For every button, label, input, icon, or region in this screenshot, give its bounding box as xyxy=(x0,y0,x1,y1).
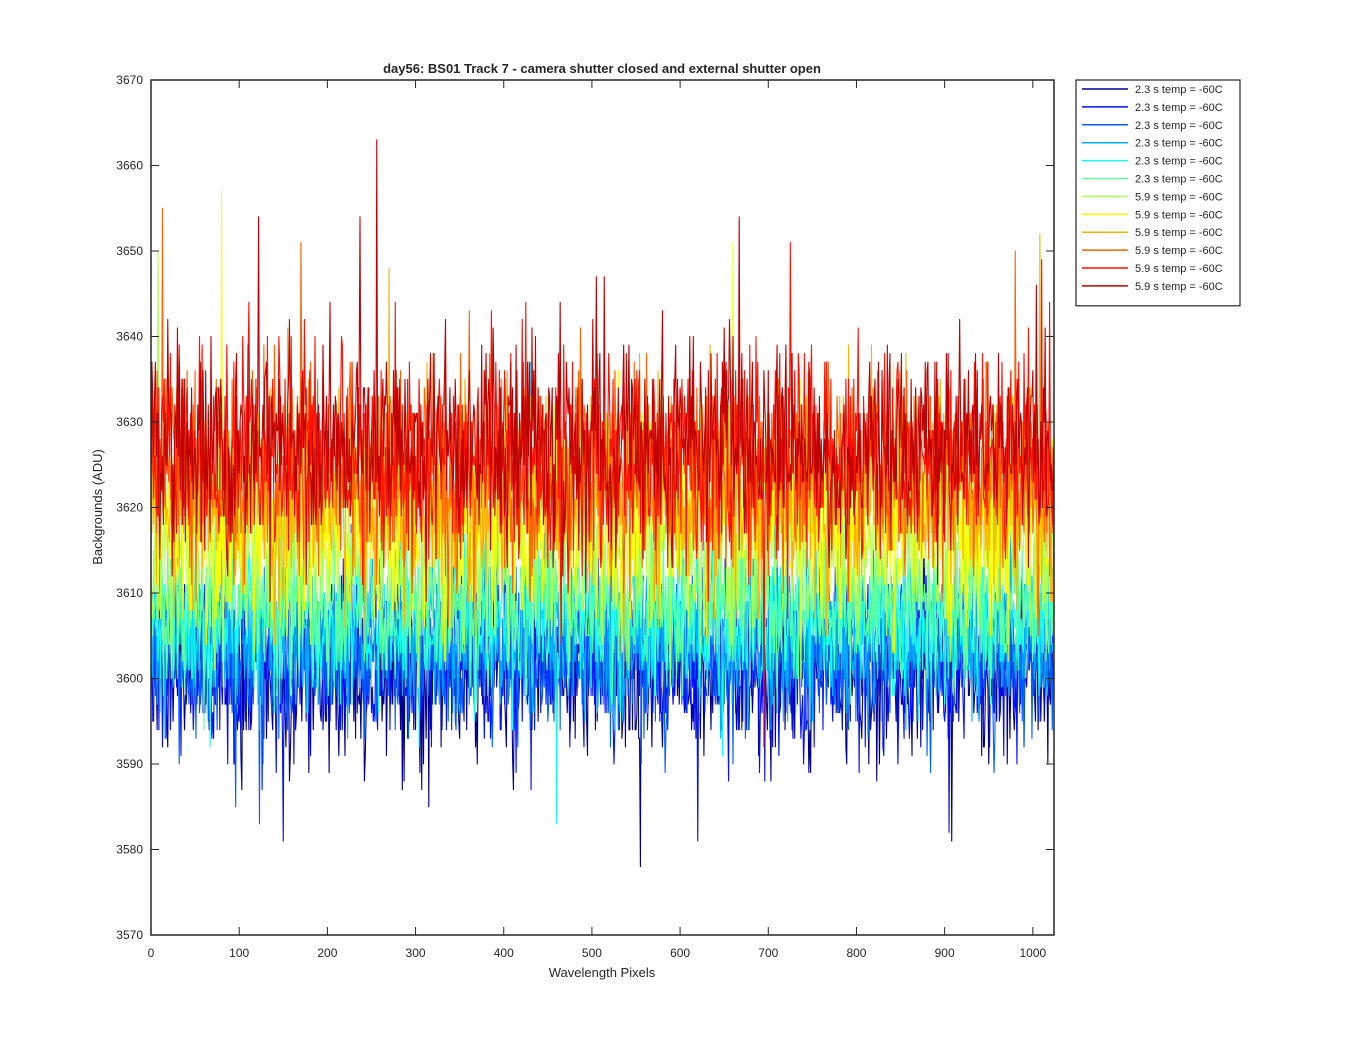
x-tick-label: 200 xyxy=(317,946,337,960)
y-tick-label: 3600 xyxy=(116,672,143,686)
series-line-1 xyxy=(151,549,1054,868)
legend-label: 2.3 s temp = -60C xyxy=(1135,174,1223,186)
legend-label: 5.9 s temp = -60C xyxy=(1135,191,1223,203)
y-tick-label: 3610 xyxy=(116,586,143,600)
legend-label: 2.3 s temp = -60C xyxy=(1135,138,1223,150)
x-axis-label: Wavelength Pixels xyxy=(549,965,656,980)
x-tick-label: 400 xyxy=(494,946,514,960)
x-tick-label: 800 xyxy=(846,946,866,960)
x-tick-label: 100 xyxy=(229,946,249,960)
x-tick-label: 900 xyxy=(935,946,955,960)
legend-label: 5.9 s temp = -60C xyxy=(1135,209,1223,221)
y-tick-label: 3630 xyxy=(116,415,143,429)
chart-title: day56: BS01 Track 7 - camera shutter clo… xyxy=(383,61,821,76)
y-tick-label: 3650 xyxy=(116,244,143,258)
x-tick-label: 300 xyxy=(406,946,426,960)
x-tick-label: 0 xyxy=(148,946,155,960)
y-axis: 3570 3580 3590 3600 3610 3620 3630 3640 3650 3660… xyxy=(116,73,1054,942)
y-tick-label: 3570 xyxy=(116,928,143,942)
x-tick-label: 700 xyxy=(758,946,778,960)
legend-label: 2.3 s temp = -60C xyxy=(1135,120,1223,132)
x-tick-label: 500 xyxy=(582,946,602,960)
y-tick-label: 3620 xyxy=(116,501,143,515)
legend-label: 5.9 s temp = -60C xyxy=(1135,245,1223,257)
x-tick-label: 1000 xyxy=(1019,946,1046,960)
legend-label: 2.3 s temp = -60C xyxy=(1135,156,1223,168)
legend-label: 5.9 s temp = -60C xyxy=(1135,263,1223,275)
series-layer xyxy=(151,139,1054,868)
x-axis: 0 100 200 300 400 500 600 700 800 900 1000 xyxy=(148,80,1047,960)
legend: 2.3 s temp = -60C 2.3 s temp = -60C 2.3 s … xyxy=(1075,79,1241,307)
legend-label: 5.9 s temp = -60C xyxy=(1135,227,1223,239)
y-tick-label: 3670 xyxy=(116,73,143,87)
legend-label: 2.3 s temp = -60C xyxy=(1135,102,1223,114)
series-line-12 xyxy=(151,139,1054,603)
y-axis-label: Backgrounds (ADU) xyxy=(90,449,105,565)
x-tick-label: 600 xyxy=(670,946,690,960)
y-tick-label: 3590 xyxy=(116,757,143,771)
legend-label: 2.3 s temp = -60C xyxy=(1135,84,1223,96)
y-tick-label: 3580 xyxy=(116,843,143,857)
legend-label: 5.9 s temp = -60C xyxy=(1135,281,1223,293)
y-tick-label: 3640 xyxy=(116,330,143,344)
y-tick-label: 3660 xyxy=(116,159,143,173)
